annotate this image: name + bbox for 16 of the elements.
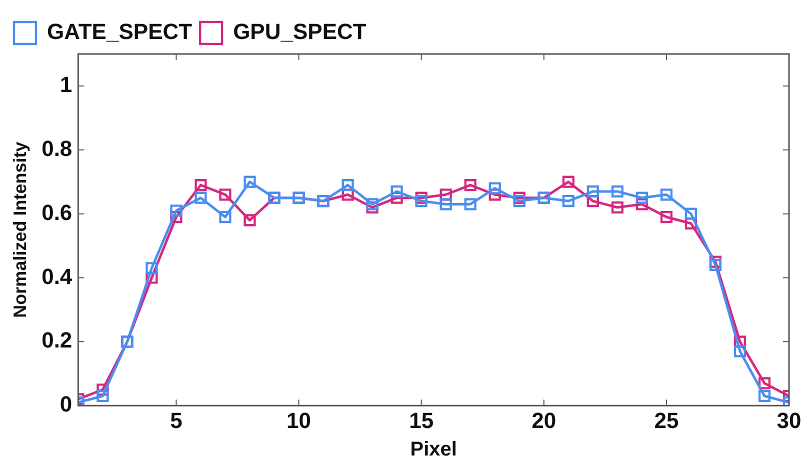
x-tick-label: 10 (286, 408, 312, 433)
y-tick-label: 0.6 (42, 200, 72, 225)
y-tick-label: 0.4 (42, 264, 73, 289)
y-tick-label: 0.2 (42, 328, 72, 353)
y-axis-title: Normalized Intensity (10, 142, 30, 318)
y-tick-label: 1 (60, 72, 72, 98)
legend-label: GPU_SPECT (233, 19, 367, 44)
legend-label: GATE_SPECT (47, 19, 193, 44)
y-tick-label: 0.8 (42, 136, 72, 161)
x-tick-label: 5 (170, 408, 182, 433)
x-tick-label: 30 (776, 408, 802, 433)
y-tick-label: 0 (60, 392, 72, 417)
x-axis-title: Pixel (410, 438, 457, 461)
x-tick-label: 25 (654, 408, 679, 433)
x-tick-label: 15 (409, 408, 434, 433)
x-tick-label: 20 (532, 408, 556, 433)
